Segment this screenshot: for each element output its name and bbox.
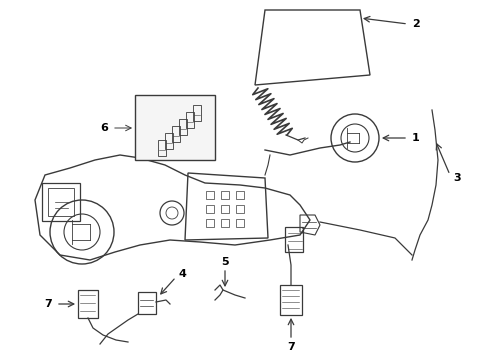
Bar	[236, 219, 244, 227]
Bar	[236, 205, 244, 213]
Text: 4: 4	[178, 269, 186, 279]
Bar	[206, 219, 214, 227]
Bar	[221, 205, 229, 213]
Bar	[280, 285, 302, 315]
Bar	[285, 227, 303, 252]
Bar	[179, 119, 187, 135]
Text: 7: 7	[44, 299, 52, 309]
Text: 1: 1	[412, 133, 420, 143]
Bar	[48, 188, 74, 216]
Bar	[138, 292, 156, 314]
Text: 5: 5	[221, 257, 229, 267]
FancyBboxPatch shape	[135, 95, 215, 160]
Text: 7: 7	[287, 342, 295, 352]
Bar	[165, 133, 173, 149]
Bar	[193, 105, 201, 121]
Text: 6: 6	[100, 123, 108, 133]
Text: 3: 3	[453, 173, 461, 183]
Bar	[221, 191, 229, 199]
Bar	[236, 191, 244, 199]
Text: 2: 2	[412, 19, 420, 29]
Bar	[206, 205, 214, 213]
Bar	[172, 126, 180, 142]
Bar	[221, 219, 229, 227]
Bar	[206, 191, 214, 199]
Bar	[186, 112, 194, 128]
Bar	[158, 140, 166, 156]
Bar	[78, 290, 98, 318]
Bar	[42, 183, 80, 221]
